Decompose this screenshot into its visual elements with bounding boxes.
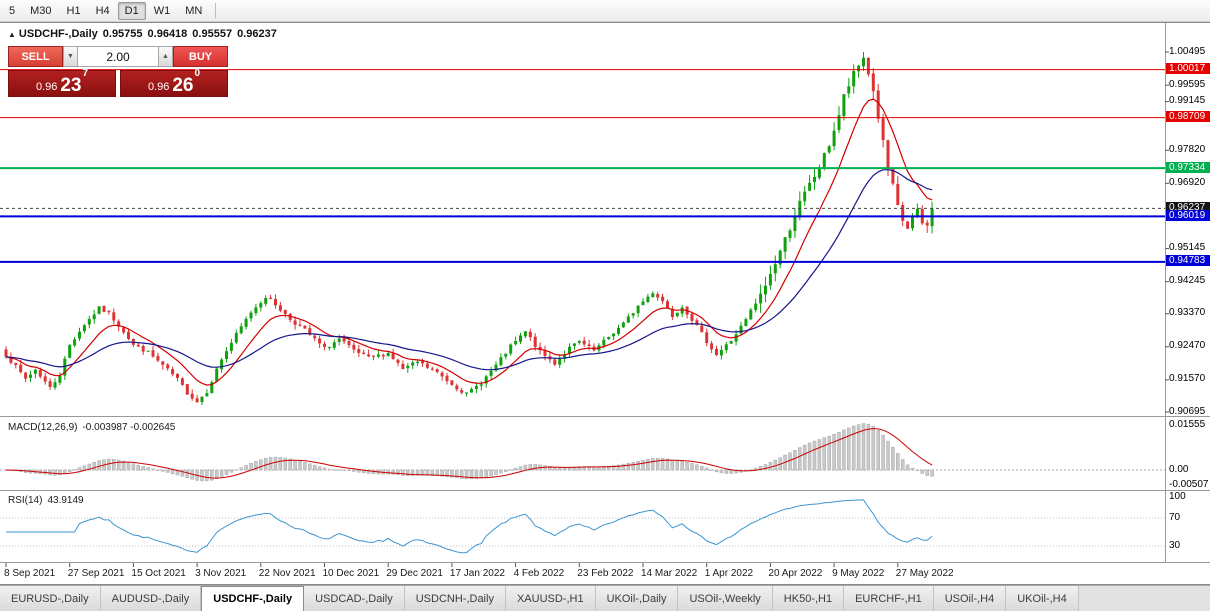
- buy-button[interactable]: BUY: [173, 46, 228, 67]
- ohlc-close: 0.96237: [237, 28, 277, 40]
- chart-canvas[interactable]: [0, 23, 1210, 586]
- date-axis-label: 1 Apr 2022: [704, 568, 754, 579]
- toolbar-separator: [215, 3, 217, 18]
- price-axis-level-label: 0.98709: [1166, 111, 1210, 123]
- ask-quote-button[interactable]: 0.96 26 0: [120, 68, 228, 97]
- price-axis-tick-label: 0.94245: [1169, 275, 1206, 287]
- date-axis-label: 17 Jan 2022: [449, 568, 505, 579]
- chart-tab-usoil-h4[interactable]: USOil-,H4: [933, 586, 1007, 611]
- macd-axis-tick-label: 0.01555: [1169, 418, 1206, 430]
- chart-symbol-label: USDCHF-,Daily: [18, 28, 98, 40]
- date-axis-label: 4 Feb 2022: [513, 568, 565, 579]
- price-axis-tick-label: 0.97820: [1169, 143, 1206, 155]
- rsi-axis-tick-label: 100: [1169, 491, 1186, 502]
- rsi-indicator-label: RSI(14) 43.9149: [8, 495, 84, 506]
- bid-point: 7: [82, 68, 89, 79]
- price-axis-level-label: 0.96237: [1166, 201, 1210, 213]
- price-axis-tick-label: 0.90695: [1169, 405, 1206, 417]
- price-axis-tick-label: 0.92470: [1169, 340, 1206, 352]
- rsi-axis-tick-label: 70: [1169, 512, 1181, 523]
- bid-pips: 23: [60, 75, 82, 96]
- chart-tab-audusd-daily[interactable]: AUDUSD-,Daily: [100, 586, 202, 611]
- chart-tab-eurusd-daily[interactable]: EURUSD-,Daily: [0, 586, 101, 611]
- chart-tab-xauusd-h1[interactable]: XAUUSD-,H1: [505, 586, 596, 611]
- ask-point: 0: [194, 68, 201, 79]
- ohlc-high: 0.96418: [147, 28, 188, 40]
- spin-up-icon: ▲: [162, 53, 169, 60]
- price-axis-tick-label: 0.96920: [1169, 176, 1206, 188]
- macd-indicator-label: MACD(12,26,9) -0.003987 -0.002645: [8, 422, 176, 433]
- chart-tab-ukoil-h4[interactable]: UKOil-,H4: [1006, 586, 1079, 611]
- chart-ohlc-info: ▲ USDCHF-,Daily 0.95755 0.96418 0.95557 0.962…: [8, 28, 282, 40]
- macd-axis-tick-label: -0.00507: [1169, 478, 1209, 490]
- chart-tab-eurchf-h1[interactable]: EURCHF-,H1: [844, 586, 934, 611]
- price-axis-tick-label: 0.99595: [1169, 78, 1206, 90]
- chart-collapse-icon[interactable]: ▲: [8, 30, 16, 39]
- date-axis-label: 22 Nov 2021: [258, 568, 316, 579]
- timeframe-button-d1[interactable]: D1: [117, 1, 146, 20]
- macd-axis-tick-label: 0.00: [1169, 464, 1189, 475]
- date-axis-label: 29 Dec 2021: [386, 568, 443, 579]
- date-axis-label: 3 Nov 2021: [195, 568, 247, 579]
- date-axis-label: 27 Sep 2021: [67, 568, 125, 579]
- chart-tab-usdchf-daily[interactable]: USDCHF-,Daily: [201, 586, 305, 611]
- chart-tab-usoil-weekly[interactable]: USOil-,Weekly: [678, 586, 773, 611]
- price-axis-level-label: 0.97334: [1166, 161, 1210, 173]
- timeframe-button-mn[interactable]: MN: [185, 4, 203, 17]
- timeframe-toolbar: 5 M30 H1 H4 D1 W1 MN: [0, 0, 1210, 22]
- date-axis-label: 8 Sep 2021: [4, 568, 56, 579]
- spin-down-icon: ▼: [67, 53, 74, 60]
- rsi-axis-tick-label: 30: [1169, 540, 1181, 551]
- price-axis-tick-label: 0.95145: [1169, 242, 1206, 254]
- chart-tab-bar: EURUSD-,Daily AUDUSD-,Daily USDCHF-,Daily U…: [0, 585, 1210, 611]
- date-axis-label: 15 Oct 2021: [131, 568, 186, 579]
- timeframe-button-m30[interactable]: M30: [30, 4, 52, 17]
- price-axis-tick-label: 0.99145: [1169, 95, 1206, 107]
- price-axis-level-label: 0.94783: [1166, 255, 1210, 267]
- ask-pips: 26: [172, 75, 194, 96]
- lot-decrease-button[interactable]: ▼: [63, 46, 78, 67]
- date-axis-label: 20 Apr 2022: [768, 568, 823, 579]
- price-axis-tick-label: 0.93370: [1169, 307, 1206, 319]
- chart-window: ▲ USDCHF-,Daily 0.95755 0.96418 0.95557 0.962…: [0, 22, 1210, 585]
- timeframe-button-5[interactable]: 5: [9, 4, 16, 17]
- date-axis-label: 10 Dec 2021: [322, 568, 380, 579]
- date-axis-label: 27 May 2022: [895, 568, 954, 579]
- chart-tab-usdcnh-daily[interactable]: USDCNH-,Daily: [404, 586, 506, 611]
- chart-tab-usdcad-daily[interactable]: USDCAD-,Daily: [304, 586, 405, 611]
- sell-button[interactable]: SELL: [8, 46, 63, 67]
- chart-tab-ukoil-daily[interactable]: UKOil-,Daily: [595, 586, 679, 611]
- date-axis-label: 23 Feb 2022: [577, 568, 634, 579]
- chart-tab-hk50-h1[interactable]: HK50-,H1: [772, 586, 845, 611]
- date-axis-label: 9 May 2022: [832, 568, 885, 579]
- lot-size-input[interactable]: [78, 46, 158, 67]
- ohlc-low: 0.95557: [192, 28, 233, 40]
- timeframe-button-w1[interactable]: W1: [153, 4, 171, 17]
- bid-prefix: 0.96: [35, 81, 58, 93]
- timeframe-button-h4[interactable]: H4: [95, 4, 110, 17]
- bid-quote-button[interactable]: 0.96 23 7: [8, 68, 116, 97]
- price-axis-level-label: 0.96019: [1166, 209, 1210, 221]
- price-axis-tick-label: 1.00495: [1169, 45, 1206, 57]
- date-axis-label: 14 Mar 2022: [641, 568, 698, 579]
- ask-prefix: 0.96: [147, 81, 170, 93]
- lot-increase-button[interactable]: ▲: [158, 46, 173, 67]
- timeframe-button-h1[interactable]: H1: [66, 4, 81, 17]
- ohlc-open: 0.95755: [102, 28, 143, 40]
- price-axis-level-label: 1.00017: [1166, 63, 1210, 75]
- price-axis-tick-label: 0.91570: [1169, 373, 1206, 385]
